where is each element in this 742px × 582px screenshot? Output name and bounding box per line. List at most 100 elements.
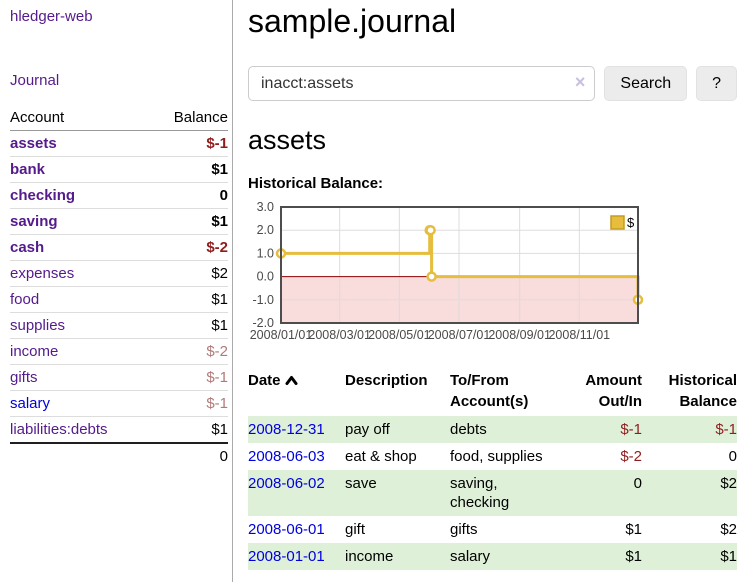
account-name-cell: supplies [10, 312, 151, 339]
register-header-row: Date Description To/From Account(s) Amou… [248, 366, 737, 416]
y-tick-label: -2.0 [252, 316, 274, 330]
transaction-balance: $-1 [715, 421, 737, 438]
account-row: assets $-1 [10, 130, 228, 157]
transaction-balance: 0 [728, 448, 737, 465]
sidebar: hledger-web Journal Account Balance asse… [0, 0, 233, 582]
transaction-date-link[interactable]: 2008-06-01 [248, 521, 325, 538]
transaction-amount: $1 [625, 521, 642, 538]
legend-label: $ [627, 215, 635, 230]
accounts-header-row: Account Balance [10, 106, 228, 131]
account-heading: assets [248, 125, 327, 155]
account-link[interactable]: bank [10, 161, 46, 178]
register-header-date-label: Date [248, 372, 281, 389]
account-link[interactable]: supplies [10, 317, 66, 334]
clear-search-icon[interactable]: × [574, 72, 586, 92]
page-title: sample.journal [248, 3, 457, 39]
x-tick-label: 2008/01/01 [250, 328, 313, 342]
register-row: 2008-01-01 income salary $1 $1 [248, 543, 737, 570]
plot-border [280, 206, 639, 324]
data-point-marker [426, 271, 437, 282]
account-name-cell: liabilities:debts [10, 416, 151, 444]
x-tick-label: 2008/09/01 [488, 328, 551, 342]
register-header-amount: Amount Out/In [585, 372, 642, 410]
account-row: gifts $-1 [10, 364, 228, 391]
account-name-cell: gifts [10, 364, 151, 391]
y-tick-label: -1.0 [252, 293, 274, 307]
transaction-amount: $-2 [620, 448, 642, 465]
chart-legend: $ [610, 215, 635, 230]
accounts-total-row: 0 [10, 442, 228, 469]
main-content: sample.journal × Search ? assets Histori… [233, 0, 742, 582]
account-link[interactable]: expenses [10, 265, 75, 282]
transaction-date-cell: 2008-06-03 [248, 443, 345, 470]
account-balance: $-1 [150, 364, 228, 391]
account-link[interactable]: assets [10, 135, 57, 152]
account-link[interactable]: cash [10, 239, 45, 256]
register-table: Date Description To/From Account(s) Amou… [248, 366, 737, 570]
account-balance: $1 [150, 208, 228, 235]
transaction-amount: $1 [625, 548, 642, 565]
app-title-link[interactable]: hledger-web [10, 8, 93, 25]
accounts-total-value: 0 [150, 442, 228, 469]
register-row: 2008-06-01 gift gifts $1 $2 [248, 516, 737, 543]
search-input[interactable] [248, 66, 596, 101]
account-link[interactable]: liabilities:debts [10, 421, 108, 438]
account-balance: $-2 [150, 234, 228, 261]
account-name-cell: expenses [10, 260, 151, 287]
account-link[interactable]: saving [10, 213, 58, 230]
accounts-header-balance: Balance [150, 106, 228, 131]
x-tick-label: 2008/07/01 [428, 328, 491, 342]
chart-title: Historical Balance: [248, 175, 384, 192]
x-tick-label: 2008/03/01 [308, 328, 371, 342]
accounts-total-spacer [10, 442, 151, 469]
register-header-date[interactable]: Date [248, 366, 345, 416]
transaction-accounts: salary [450, 548, 491, 565]
account-name-cell: assets [10, 130, 151, 157]
search-form: × Search ? [248, 66, 737, 101]
account-row: food $1 [10, 286, 228, 313]
account-link[interactable]: income [10, 343, 59, 360]
account-balance: $1 [150, 416, 228, 444]
account-link[interactable]: food [10, 291, 40, 308]
x-tick-label: 2008/05/01 [368, 328, 431, 342]
register-row: 2008-06-02 save saving, checking 0 $2 [248, 470, 737, 516]
accounts-header-account: Account [10, 106, 151, 131]
account-balance: $-2 [150, 338, 228, 365]
account-balance: $1 [150, 312, 228, 339]
transaction-description: pay off [345, 421, 390, 438]
account-link[interactable]: gifts [10, 369, 38, 386]
account-balance: $1 [150, 286, 228, 313]
transaction-description: gift [345, 521, 366, 538]
register-header-accounts: To/From Account(s) [450, 372, 529, 410]
transaction-accounts: debts [450, 421, 487, 438]
transaction-balance: $2 [720, 521, 737, 538]
transaction-description: eat & shop [345, 448, 417, 465]
transaction-description: income [345, 548, 394, 565]
nav-journal-link[interactable]: Journal [10, 72, 60, 89]
transaction-date-cell: 2008-06-02 [248, 470, 345, 516]
sort-ascending-icon [285, 376, 298, 385]
transaction-date-link[interactable]: 2008-12-31 [248, 421, 325, 438]
register-row: 2008-06-03 eat & shop food, supplies $-2 0 [248, 443, 737, 470]
transaction-date-link[interactable]: 2008-06-03 [248, 448, 325, 465]
account-name-cell: salary [10, 390, 151, 417]
account-name-cell: checking [10, 182, 151, 209]
search-button[interactable]: Search [604, 66, 688, 101]
data-point-marker [425, 224, 436, 236]
transaction-accounts: food, supplies [450, 448, 543, 465]
account-balance: 0 [150, 182, 228, 209]
transaction-date-link[interactable]: 2008-06-02 [248, 475, 325, 492]
y-tick-label: 1.0 [257, 246, 274, 260]
accounts-table: Account Balance assets $-1 bank $1 checking 0… [10, 106, 228, 469]
account-balance: $2 [150, 260, 228, 287]
search-input-wrap: × [248, 66, 596, 101]
transaction-date-link[interactable]: 2008-01-01 [248, 548, 325, 565]
account-link[interactable]: checking [10, 187, 76, 204]
account-balance: $-1 [150, 390, 228, 417]
account-name-cell: income [10, 338, 151, 365]
account-name-cell: cash [10, 234, 151, 261]
y-tick-label: 3.0 [257, 201, 274, 214]
account-link[interactable]: salary [10, 395, 51, 412]
help-button[interactable]: ? [696, 66, 737, 101]
x-tick-label: 2008/11/01 [548, 328, 610, 342]
